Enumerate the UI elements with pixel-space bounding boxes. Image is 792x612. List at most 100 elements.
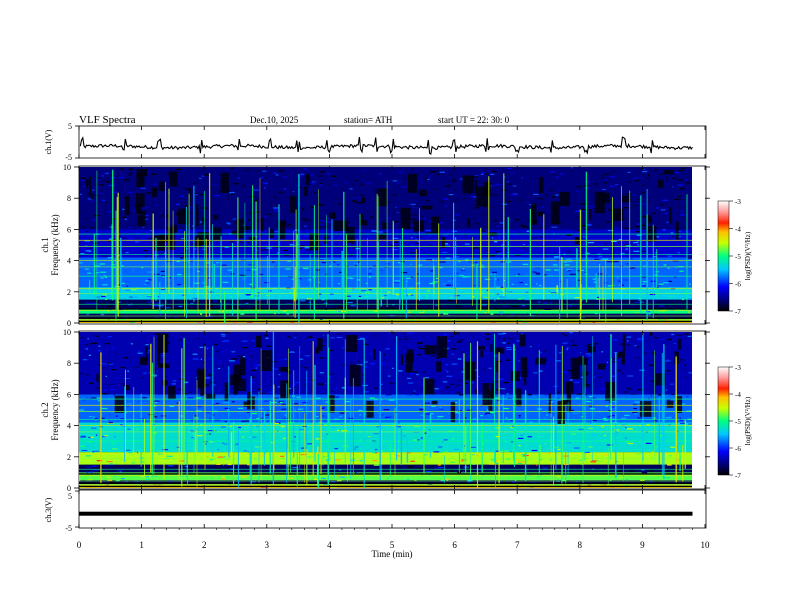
- ch1-spectrogram-speckle: [599, 298, 606, 300]
- ch2-spectrogram-speckle: [98, 345, 101, 347]
- ch2-spectrogram-speckle: [385, 348, 390, 350]
- ch1-spectrogram-speckle: [628, 181, 631, 183]
- ch1-spectrogram-dark-patch: [476, 186, 488, 207]
- ch2-spectrogram-speckle: [214, 344, 218, 346]
- ch2-spectrogram-speckle: [597, 484, 604, 487]
- ch1-spectrogram-speckle: [531, 237, 538, 239]
- ch1-spectrogram-speckle: [519, 199, 523, 201]
- ch2-spectrogram-speckle: [586, 400, 591, 403]
- colorbar-tick-label: -7: [735, 308, 741, 316]
- ch2-spectrogram-speckle: [577, 412, 581, 414]
- ch2-spectrogram-speckle: [357, 360, 360, 362]
- ch2-spectrogram-speckle: [261, 417, 263, 419]
- ch2-spectrogram-speckle: [160, 376, 163, 379]
- ch1-spectrogram-speckle: [654, 208, 659, 211]
- ch1-spectrogram-speckle: [378, 269, 383, 271]
- ch1-spectrogram-speckle: [205, 173, 209, 175]
- ch2-spectrogram-speckle: [633, 407, 637, 410]
- ch2-spectrogram-speckle: [362, 384, 368, 387]
- ch2-spectrogram-speckle: [109, 463, 113, 465]
- ch2-spectrogram-speckle: [413, 392, 418, 394]
- ch1-spectrogram-speckle: [583, 243, 585, 245]
- ch2-spectrogram-speckle: [304, 357, 309, 359]
- ch2-spectrogram-speckle: [89, 429, 92, 431]
- ch1-spectrogram-speckle: [459, 275, 464, 277]
- ch1-spectrogram-speckle: [673, 321, 675, 323]
- ch2-spectrogram-speckle: [590, 422, 592, 424]
- ch2-spectrogram-speckle: [123, 357, 129, 359]
- ch1-spectrogram-speckle: [100, 190, 102, 192]
- ch1-spectrogram-speckle: [676, 207, 680, 209]
- ch2-spectrogram-speckle: [369, 397, 375, 399]
- ch1-spectrogram-speckle: [634, 205, 636, 207]
- ch2-spectrogram-speckle: [221, 481, 224, 483]
- ch2-spectrogram-speckle: [570, 433, 576, 435]
- ch2-spectrogram-speckle: [486, 333, 491, 335]
- ch2-spectrogram-speckle: [446, 479, 449, 481]
- ch1-spectrogram-speckle: [534, 301, 538, 303]
- ch2-spectrogram-speckle: [578, 356, 583, 358]
- ch2-spectrogram-speckle: [266, 345, 272, 347]
- ch1-spectrogram-speckle: [232, 178, 235, 180]
- ch2-spectrogram-speckle: [480, 415, 483, 417]
- ch1-spectrogram-speckle: [555, 259, 561, 261]
- ch1-spectrogram-speckle: [117, 301, 121, 303]
- ch2-spectrogram-speckle: [544, 409, 548, 411]
- ch1-spectrogram-speckle: [512, 193, 518, 195]
- ch2-spectrogram-speckle: [537, 344, 540, 346]
- ch2-spectrogram-speckle: [222, 351, 224, 353]
- ch2-spectrogram-speckle: [536, 460, 540, 462]
- ch1-spectrogram-speckle: [439, 267, 443, 269]
- ch2-spectrogram-speckle: [483, 410, 488, 412]
- ch1-spectrogram-speckle: [526, 230, 530, 232]
- ch2-spectrogram-speckle: [312, 455, 316, 458]
- ch1-spectrogram-speckle: [124, 280, 130, 283]
- ch2-spectrogram-speckle: [89, 416, 93, 418]
- ch1-spectrogram-speckle: [346, 295, 351, 297]
- ch2-spectrogram-speckle: [125, 378, 130, 380]
- ch2-spectrogram-speckle: [445, 478, 450, 481]
- ch1-spectrogram-speckle: [444, 244, 450, 246]
- ch2-spectrogram-speckle: [438, 408, 444, 410]
- ch1-spectrogram-speckle: [165, 307, 171, 309]
- ch1-spectrogram-speckle: [358, 295, 362, 297]
- ch2-spectrogram-speckle: [456, 341, 462, 343]
- ch1-spectrogram-speckle: [631, 239, 636, 241]
- ch2-spectrogram-speckle: [334, 396, 340, 398]
- ch1-spectrogram-speckle: [613, 284, 615, 286]
- ch2-spectrogram-speckle: [380, 353, 382, 355]
- ch2-spectrogram-speckle: [155, 402, 158, 404]
- ch1-spectrogram-dark-patch: [171, 224, 177, 233]
- ch2-spectrogram-speckle: [563, 455, 570, 457]
- ch2-spectrogram-speckle: [329, 435, 332, 437]
- ch1-spectrogram-speckle: [343, 170, 346, 172]
- ch2-spectrogram-speckle: [562, 342, 568, 344]
- ch1-spectrogram-speckle: [411, 169, 414, 171]
- ch2-spectrogram-speckle: [334, 448, 338, 450]
- ch2-spectrogram-speckle: [105, 375, 107, 377]
- ch2-spectrogram-speckle: [630, 393, 637, 395]
- ch2-spectrogram-speckle: [510, 419, 515, 422]
- ch2-spectrogram-speckle: [217, 456, 224, 458]
- ch2-spectrogram-speckle: [226, 458, 232, 460]
- ch2-spectrogram-speckle: [632, 411, 638, 413]
- ch2-spectrogram-speckle: [686, 410, 692, 412]
- ch1-spectrogram-speckle: [496, 286, 500, 288]
- ch2-spectrogram-speckle: [592, 430, 596, 432]
- ch2-spectrogram-speckle: [542, 467, 548, 469]
- ch1-spectrogram-speckle: [422, 178, 428, 180]
- ch1-spectrogram-speckle: [499, 311, 504, 313]
- ch1-spectrogram-speckle: [321, 262, 327, 264]
- ch2-spectrogram-speckle: [453, 402, 458, 404]
- ch2-spectrogram-speckle: [146, 479, 150, 481]
- ch1-spectrogram-speckle: [124, 179, 130, 181]
- ch2-spectrogram-speckle: [479, 435, 483, 437]
- ch2-spectrogram-speckle: [107, 362, 112, 364]
- ch1-spectrogram-speckle: [103, 204, 106, 206]
- ch1-spectrogram-speckle: [159, 253, 164, 255]
- ch2-spectrogram-speckle: [549, 461, 552, 463]
- ch2-spectrogram-speckle: [116, 415, 119, 417]
- ch1-spectrogram-speckle: [538, 284, 542, 287]
- ch1-spectrogram-speckle: [365, 300, 367, 302]
